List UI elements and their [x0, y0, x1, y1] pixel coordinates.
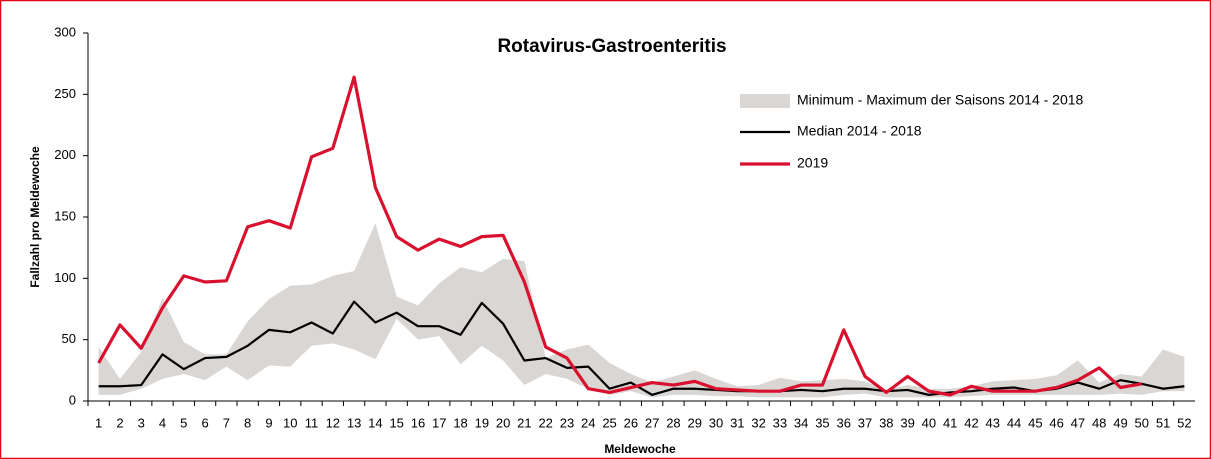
y-tick-label: 100 [54, 270, 76, 285]
x-tick-label: 22 [538, 415, 552, 430]
series-line [98, 300, 1185, 396]
x-tick-label: 6 [201, 415, 208, 430]
x-tick-label: 37 [858, 415, 872, 430]
x-tick-label: 21 [517, 415, 531, 430]
x-tick-label: 19 [475, 415, 489, 430]
x-tick-label: 26 [624, 415, 638, 430]
y-axis-title: Fallzahl pro Meldewoche [28, 146, 42, 288]
x-tick-label: 10 [283, 415, 297, 430]
series-line [97, 75, 1143, 397]
x-tick-label: 49 [1113, 415, 1127, 430]
x-tick-label: 41 [943, 415, 957, 430]
x-tick-label: 3 [138, 415, 145, 430]
x-tick-label: 27 [645, 415, 659, 430]
y-tick-label: 150 [54, 208, 76, 223]
x-tick-label: 50 [1135, 415, 1149, 430]
y-tick-label: 0 [69, 392, 76, 407]
x-tick-label: 16 [411, 415, 425, 430]
x-tick-label: 48 [1092, 415, 1106, 430]
x-tick-label: 42 [964, 415, 978, 430]
x-tick-label: 4 [159, 415, 166, 430]
x-tick-label: 47 [1071, 415, 1085, 430]
x-tick-label: 28 [666, 415, 680, 430]
x-tick-label: 32 [751, 415, 765, 430]
x-tick-label: 11 [305, 415, 319, 430]
x-tick-label: 33 [773, 415, 787, 430]
x-tick-label: 29 [687, 415, 701, 430]
legend-label: 2019 [797, 155, 828, 171]
x-tick-label: 44 [1007, 415, 1021, 430]
x-tick-label: 35 [815, 415, 829, 430]
x-tick-label: 52 [1177, 415, 1191, 430]
x-tick-label: 46 [1049, 415, 1063, 430]
legend-swatch [740, 94, 790, 108]
x-tick-label: 45 [1028, 415, 1042, 430]
x-tick-label: 9 [265, 415, 272, 430]
x-axis-title: Meldewoche [604, 442, 676, 456]
x-tick-label: 34 [794, 415, 808, 430]
x-tick-label: 17 [432, 415, 446, 430]
y-tick-label: 50 [62, 331, 76, 346]
x-tick-label: 5 [180, 415, 187, 430]
x-tick-label: 12 [326, 415, 340, 430]
x-tick-label: 39 [900, 415, 914, 430]
x-tick-label: 38 [879, 415, 893, 430]
y-tick-label: 300 [54, 24, 76, 39]
range-band [98, 223, 1185, 398]
y-tick-label: 250 [54, 86, 76, 101]
x-tick-label: 7 [223, 415, 230, 430]
x-tick-label: 13 [347, 415, 361, 430]
legend-label: Minimum - Maximum der Saisons 2014 - 201… [797, 92, 1084, 108]
x-tick-label: 23 [560, 415, 574, 430]
x-tick-label: 30 [709, 415, 723, 430]
x-tick-label: 2 [116, 415, 123, 430]
x-tick-label: 14 [368, 415, 382, 430]
x-tick-label: 51 [1156, 415, 1170, 430]
x-tick-label: 24 [581, 415, 595, 430]
chart-title: Rotavirus-Gastroenteritis [497, 36, 726, 57]
x-tick-label: 43 [986, 415, 1000, 430]
x-tick-label: 18 [453, 415, 467, 430]
x-tick-label: 36 [837, 415, 851, 430]
x-tick-label: 1 [95, 415, 102, 430]
x-tick-label: 40 [922, 415, 936, 430]
x-tick-label: 31 [730, 415, 744, 430]
x-tick-label: 25 [602, 415, 616, 430]
y-tick-label: 200 [54, 147, 76, 162]
x-tick-label: 15 [389, 415, 403, 430]
x-tick-label: 20 [496, 415, 510, 430]
legend-label: Median 2014 - 2018 [797, 123, 922, 139]
x-tick-label: 8 [244, 415, 251, 430]
